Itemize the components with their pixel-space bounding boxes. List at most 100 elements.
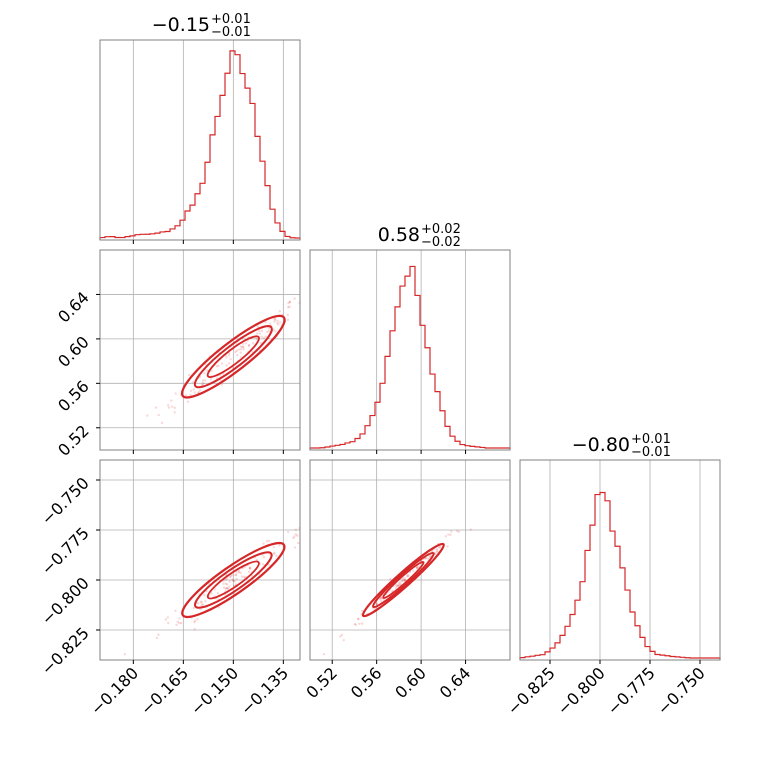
y-tick-label: 0.64 xyxy=(54,288,93,327)
contour-level xyxy=(193,325,273,389)
panel-2-1 xyxy=(309,459,511,661)
x-tick-label: 0.52 xyxy=(302,663,341,702)
sample-point xyxy=(286,530,290,534)
marginal-title-1: 0.58 +0.02−0.02 xyxy=(378,222,461,250)
x-tick-label: 0.64 xyxy=(436,663,475,702)
sample-point xyxy=(227,352,231,355)
sample-point xyxy=(231,578,234,581)
sample-point xyxy=(193,628,196,631)
sample-point xyxy=(438,546,441,549)
sample-point xyxy=(267,326,271,330)
sample-point xyxy=(217,606,221,609)
sample-point xyxy=(248,566,252,569)
sample-point xyxy=(469,528,472,531)
sample-point xyxy=(213,588,217,591)
sample-point xyxy=(379,597,383,600)
sample-point xyxy=(217,364,220,367)
sample-point xyxy=(201,379,205,382)
sample-point xyxy=(167,406,171,409)
sample-point xyxy=(203,594,206,597)
sample-point xyxy=(234,573,238,576)
sample-point xyxy=(273,317,276,321)
title-value: −0.15 xyxy=(152,14,210,36)
sample-point xyxy=(397,583,400,587)
panel-frame xyxy=(519,459,721,661)
y-tick-label: 0.60 xyxy=(54,332,93,371)
sample-point xyxy=(450,530,453,533)
sample-point xyxy=(400,579,404,582)
title-upper-error: +0.02 xyxy=(421,222,461,237)
sample-point xyxy=(198,389,202,392)
sample-point xyxy=(416,566,419,569)
title-value: −0.80 xyxy=(572,434,630,456)
sample-point xyxy=(146,414,149,417)
sample-point xyxy=(288,300,291,304)
x-tick-label: −0.165 xyxy=(137,663,192,718)
sample-point xyxy=(435,547,439,551)
sample-point xyxy=(186,400,190,403)
sample-point xyxy=(275,554,278,557)
marginal-title-0: −0.15 +0.01−0.01 xyxy=(152,12,251,40)
x-tick-label: −0.825 xyxy=(504,663,559,718)
sample-point xyxy=(176,620,179,624)
sample-point xyxy=(265,330,269,334)
sample-point xyxy=(204,600,207,603)
sample-point xyxy=(322,653,326,656)
sample-point xyxy=(239,351,242,354)
sample-point xyxy=(274,318,277,322)
y-tick-label: −0.825 xyxy=(38,623,93,678)
sample-point xyxy=(375,602,378,606)
sample-point xyxy=(255,558,259,562)
sample-point xyxy=(173,411,176,414)
sample-point xyxy=(342,638,345,642)
histogram-1 xyxy=(309,265,511,450)
sample-point xyxy=(399,581,402,584)
panel-frame xyxy=(309,249,511,451)
sample-point xyxy=(288,305,291,309)
sample-point xyxy=(444,535,447,538)
sample-point xyxy=(429,554,432,557)
sample-point xyxy=(403,577,406,580)
sample-point xyxy=(276,321,279,325)
sample-point xyxy=(260,335,264,338)
panel-0-0 xyxy=(99,39,301,241)
sample-point xyxy=(201,383,204,387)
title-lower-error: −0.01 xyxy=(211,25,251,40)
sample-point xyxy=(403,579,406,582)
sample-point xyxy=(294,533,297,536)
sample-point xyxy=(192,388,196,391)
sample-point xyxy=(228,580,231,583)
sample-point xyxy=(171,405,174,408)
sample-point xyxy=(356,617,360,621)
title-upper-error: +0.01 xyxy=(211,12,251,27)
sample-point xyxy=(178,617,181,620)
sample-point xyxy=(188,373,191,377)
sample-point xyxy=(357,617,360,621)
sample-point xyxy=(286,313,289,317)
sample-point xyxy=(224,578,227,581)
sample-point xyxy=(379,596,383,600)
histogram-2 xyxy=(519,491,721,660)
contour-level xyxy=(194,551,273,609)
sample-point xyxy=(231,578,235,582)
sample-point xyxy=(436,549,439,552)
sample-point xyxy=(200,604,203,607)
sample-point xyxy=(242,345,245,349)
sample-point xyxy=(339,635,342,638)
sample-point xyxy=(200,600,203,603)
sample-point xyxy=(232,579,235,583)
sample-point xyxy=(435,550,439,554)
sample-point xyxy=(157,633,160,637)
sample-point xyxy=(248,567,252,570)
sample-point xyxy=(277,323,280,326)
contour-level xyxy=(181,541,286,619)
sample-point xyxy=(170,399,173,402)
sample-point xyxy=(229,358,232,361)
sample-point xyxy=(258,332,262,335)
sample-point xyxy=(227,354,231,357)
sample-point xyxy=(224,582,228,586)
sample-point xyxy=(288,300,292,304)
sample-point xyxy=(225,586,228,590)
x-tick-label: −0.135 xyxy=(237,663,292,718)
sample-point xyxy=(228,575,232,579)
